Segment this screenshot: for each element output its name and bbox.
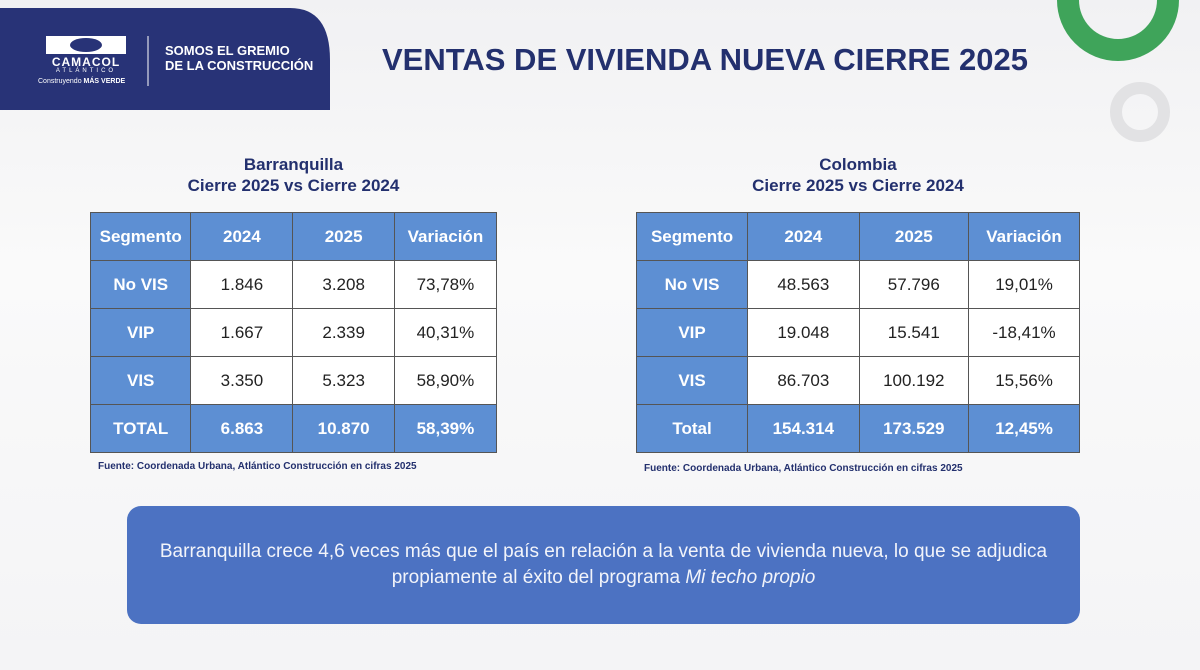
tagline-1: SOMOS EL GREMIO — [165, 43, 290, 58]
data-table: Segmento 2024 2025 Variación No VIS 1.846 3.20… — [89, 212, 498, 453]
cell: 5.323 — [292, 356, 395, 405]
caption-city: Barranquilla — [243, 155, 344, 174]
row: VIS 86.703 100.192 15,56% — [635, 356, 1080, 405]
column-header: Segmento — [89, 212, 192, 261]
conclusion-text: Barranquilla crece 4,6 veces más que el … — [159, 541, 1048, 588]
cell: 10.870 — [292, 404, 395, 453]
row: TOTAL 6.863 10.870 58,39% — [89, 404, 498, 453]
cell: 2.339 — [292, 308, 395, 357]
cell: 1.667 — [190, 308, 294, 357]
slogan-2: MÁS VERDE — [83, 78, 126, 85]
logo-name: CAMACOL — [51, 55, 121, 69]
row-label: TOTAL — [89, 404, 192, 453]
row: VIP 19.048 15.541 -18,41% — [635, 308, 1080, 357]
title: VENTAS DE VIVIENDA NUEVA CIERRE 2025 — [382, 42, 1028, 77]
row-label: VIS — [635, 356, 749, 405]
logo-slogan: Construyendo MÁS VERDE — [38, 78, 125, 85]
cell: 173.529 — [858, 404, 970, 453]
column-header: 2024 — [747, 212, 860, 261]
cell: 48.563 — [747, 260, 860, 309]
column-header: 2024 — [190, 212, 294, 261]
cell: 12,45% — [968, 404, 1080, 453]
row-label: VIP — [89, 308, 192, 357]
conclusion-emphasis: Mi techo propio — [685, 567, 816, 588]
cell: 86.703 — [747, 356, 860, 405]
row-label: VIP — [635, 308, 749, 357]
table-caption: Colombia Cierre 2025 vs Cierre 2024 — [636, 154, 1080, 196]
table-caption: Barranquilla Cierre 2025 vs Cierre 2024 — [90, 154, 497, 196]
header-row: Segmento 2024 2025 Variación — [89, 212, 498, 261]
logo-region: ATLÁNTICO — [55, 68, 117, 74]
header-row: Segmento 2024 2025 Variación — [635, 212, 1080, 261]
cell: -18,41% — [968, 308, 1080, 357]
cell: 154.314 — [747, 404, 860, 453]
tagline: SOMOS EL GREMIO DE LA CONSTRUCCIÓN — [165, 43, 313, 73]
conclusion-box: Barranquilla crece 4,6 veces más que el … — [127, 506, 1080, 624]
cell: 73,78% — [393, 260, 498, 309]
cell: 40,31% — [393, 308, 498, 357]
column-header: Segmento — [635, 212, 749, 261]
row-label: VIS — [89, 356, 192, 405]
row-label: No VIS — [89, 260, 192, 309]
row: VIS 3.350 5.323 58,90% — [89, 356, 498, 405]
row: VIP 1.667 2.339 40,31% — [89, 308, 498, 357]
column-header: 2025 — [858, 212, 970, 261]
cell: 100.192 — [858, 356, 970, 405]
cell: 15,56% — [968, 356, 1080, 405]
row: No VIS 1.846 3.208 73,78% — [89, 260, 498, 309]
source-note: Fuente: Coordenada Urbana, Atlántico Con… — [98, 461, 417, 472]
cell: 15.541 — [858, 308, 970, 357]
caption-city: Colombia — [819, 155, 897, 174]
cell: 19.048 — [747, 308, 860, 357]
cell: 6.863 — [190, 404, 294, 453]
source-note: Fuente: Coordenada Urbana, Atlántico Con… — [644, 463, 963, 474]
row-label: Total — [635, 404, 749, 453]
row: No VIS 48.563 57.796 19,01% — [635, 260, 1080, 309]
cell: 57.796 — [858, 260, 970, 309]
column-header: Variación — [968, 212, 1080, 261]
caption-period: Cierre 2025 vs Cierre 2024 — [752, 176, 964, 195]
cell: 3.350 — [190, 356, 294, 405]
slogan-1: Construyendo — [38, 78, 82, 85]
row-label: No VIS — [635, 260, 749, 309]
ring-grey — [1110, 82, 1170, 142]
caption-period: Cierre 2025 vs Cierre 2024 — [187, 176, 400, 195]
logo-mark — [70, 38, 102, 52]
cell: 1.846 — [190, 260, 294, 309]
conclusion: Barranquilla crece 4,6 veces más que el … — [157, 539, 1050, 591]
data-table: Segmento 2024 2025 Variación No VIS 48.563 57.… — [635, 212, 1080, 453]
cell: 19,01% — [968, 260, 1080, 309]
column-header: 2025 — [292, 212, 395, 261]
tagline-2: DE LA CONSTRUCCIÓN — [165, 58, 314, 73]
cell: 58,90% — [393, 356, 498, 405]
cell: 3.208 — [292, 260, 395, 309]
cell: 58,39% — [393, 404, 498, 453]
column-header: Variación — [393, 212, 498, 261]
header-band — [0, 8, 330, 110]
row: Total 154.314 173.529 12,45% — [635, 404, 1080, 453]
ring-green — [1057, 0, 1179, 61]
